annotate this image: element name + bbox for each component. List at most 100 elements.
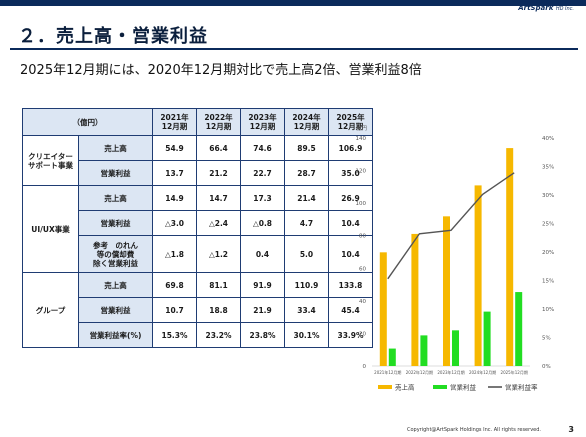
x-tick-label: 2025年12月期 — [501, 369, 528, 375]
y2-tick-label: 40% — [542, 136, 554, 142]
value-cell: 69.8 — [152, 272, 197, 298]
legend-swatch — [433, 385, 447, 389]
value-cell: 18.8 — [196, 297, 241, 323]
value-cell: 10.4 — [328, 235, 373, 273]
sales-bar — [506, 148, 514, 366]
unit-header: （億円） — [22, 108, 153, 136]
profit-bar — [483, 311, 491, 366]
sales-bar — [443, 216, 450, 366]
title-rule — [10, 48, 578, 50]
value-cell: 35.0 — [328, 160, 373, 186]
margin-line — [387, 172, 515, 280]
legend-label: 営業利益率 — [505, 383, 538, 392]
segment-label: クリエイター サポート事業 — [22, 135, 79, 186]
y-axis-unit: 億円 — [356, 124, 368, 132]
table-row: 営業利益 △3.0 △2.4 △0.8 4.7 10.4 — [23, 210, 373, 236]
year-header: 2024年 12月期 — [284, 108, 329, 136]
value-cell: 26.9 — [328, 185, 373, 211]
revenue-profit-chart: 億円 0 20 40 60 80 100 120 140 0% 5% 10% 15% 20% 25% 30% 3… — [356, 124, 555, 392]
y2-tick-label: 5% — [542, 336, 551, 342]
value-cell: 23.2% — [196, 322, 241, 348]
value-cell: 33.4 — [284, 297, 329, 323]
value-cell: 15.3% — [152, 322, 197, 348]
year-header: 2023年 12月期 — [240, 108, 285, 136]
value-cell: 5.0 — [284, 235, 329, 273]
value-cell: 0.4 — [240, 235, 285, 273]
y-tick-label: 140 — [356, 136, 367, 142]
y2-tick-label: 0% — [542, 364, 551, 370]
year-header: 2022年 12月期 — [196, 108, 241, 136]
value-cell: 21.9 — [240, 297, 285, 323]
legend-label: 売上高 — [395, 383, 415, 392]
value-cell: 10.4 — [328, 210, 373, 236]
y2-tick-label: 15% — [542, 279, 554, 285]
table-row: UI/UX事業 売上高 14.9 14.7 17.3 21.4 26.9 — [22, 185, 373, 273]
y-tick-label: 60 — [359, 266, 366, 272]
footer: Copyright@ArtSpark Holdings Inc. All rig… — [0, 425, 586, 437]
value-cell: 33.9% — [328, 322, 373, 348]
x-tick-label: 2024年12月期 — [469, 369, 496, 375]
value-cell: 10.7 — [152, 297, 197, 323]
x-tick-label: 2021年12月期 — [374, 369, 401, 375]
value-cell: 54.9 — [152, 135, 197, 161]
sales-bar — [474, 185, 482, 366]
value-cell: 89.5 — [284, 135, 329, 161]
value-cell: 106.9 — [328, 135, 373, 161]
x-tick-label: 2022年12月期 — [406, 369, 433, 375]
metric-label: 営業利益率(%) — [78, 322, 153, 348]
metric-label: 営業利益 — [78, 160, 153, 186]
value-cell: 22.7 — [240, 160, 285, 186]
y2-tick-label: 25% — [542, 222, 554, 228]
y2-tick-label: 35% — [542, 165, 554, 171]
profit-bar — [452, 330, 459, 366]
financial-table: （億円） 2021年 12月期 2022年 12月期 2023年 12月期 2024年 12月期… — [22, 108, 373, 348]
value-cell: △0.8 — [240, 210, 285, 236]
table-row: 営業利益 13.7 21.2 22.7 28.7 35.0 — [23, 160, 373, 186]
legend-swatch — [378, 385, 392, 389]
value-cell: 30.1% — [284, 322, 329, 348]
y2-tick-label: 30% — [542, 193, 554, 199]
value-cell: 81.1 — [196, 272, 241, 298]
logo-main: ArtSpark — [518, 4, 554, 12]
x-tick-label: 2023年12月期 — [437, 369, 464, 375]
profit-bar — [420, 335, 428, 366]
y-tick-label: 40 — [359, 299, 366, 305]
legend-label: 営業利益 — [450, 383, 477, 392]
metric-label: 売上高 — [78, 135, 153, 161]
value-cell: 21.4 — [284, 185, 329, 211]
sales-bar — [379, 252, 387, 366]
y-tick-label: 100 — [356, 201, 367, 207]
metric-label: 参考 のれん 等の償却費 除く営業利益 — [78, 235, 153, 273]
y-tick-label: 120 — [356, 169, 367, 175]
value-cell: 66.4 — [196, 135, 241, 161]
value-cell: 17.3 — [240, 185, 285, 211]
value-cell: 110.9 — [284, 272, 329, 298]
value-cell: 4.7 — [284, 210, 329, 236]
value-cell: 14.9 — [152, 185, 197, 211]
value-cell: △2.4 — [196, 210, 241, 236]
chart-container: 億円 0 20 40 60 80 100 120 140 0% 5% 10% 15% 20% 25% 30% 3… — [350, 118, 570, 403]
value-cell: △1.2 — [196, 235, 241, 273]
table-row: 参考 のれん 等の償却費 除く営業利益 △1.8 △1.2 0.4 5.0 10.4 — [23, 235, 373, 273]
value-cell: 45.4 — [328, 297, 373, 323]
metric-label: 営業利益 — [78, 297, 153, 323]
profit-bar — [515, 292, 523, 366]
page-number: 3 — [568, 425, 574, 434]
profit-bar — [388, 348, 396, 366]
segment-label: UI/UX事業 — [22, 185, 79, 273]
value-cell: 13.7 — [152, 160, 197, 186]
y-tick-label: 0 — [363, 364, 367, 370]
segment-label: グループ — [22, 272, 79, 348]
metric-label: 営業利益 — [78, 210, 153, 236]
y-tick-label: 20 — [359, 331, 366, 337]
metric-label: 売上高 — [78, 185, 153, 211]
top-bar — [0, 0, 586, 6]
value-cell: 14.7 — [196, 185, 241, 211]
table-row: グループ 売上高 69.8 81.1 91.9 110.9 133.8 — [22, 272, 373, 348]
y2-tick-label: 20% — [542, 250, 554, 256]
table-row: クリエイター サポート事業 売上高 54.9 66.4 74.6 89.5 106.9 — [22, 135, 373, 186]
value-cell: △1.8 — [152, 235, 197, 273]
metric-label: 売上高 — [78, 272, 153, 298]
table-row: 営業利益率(%) 15.3% 23.2% 23.8% 30.1% 33.9% — [23, 322, 373, 348]
page-title: ２．売上高・営業利益 — [18, 26, 208, 47]
